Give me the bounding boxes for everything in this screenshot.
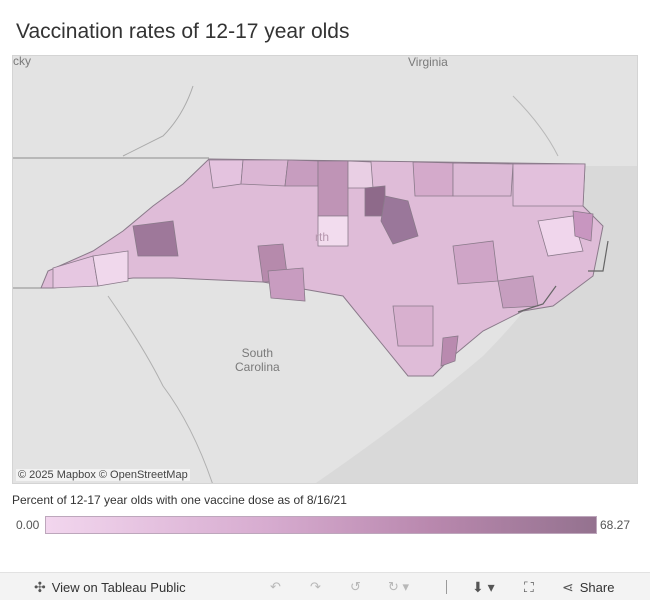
revert-button[interactable]: ↺ [350,573,361,601]
river [512,95,559,157]
county-region[interactable] [440,335,459,367]
undo-icon: ↶ [270,579,281,594]
refresh-button[interactable]: ↻ ▾ [388,573,409,601]
map-label-north-carolina: rth [315,230,330,244]
county-region[interactable] [380,195,419,245]
tableau-icon: ✣ [34,578,46,595]
page-title: Vaccination rates of 12-17 year olds [16,20,350,43]
tableau-toolbar: ✣ View on Tableau Public ↶ ↷ ↺ ↻ ▾ ⬇ ▾ ⛶… [0,572,650,600]
state-boundary [107,295,213,483]
share-button[interactable]: ⋖ Share [562,573,614,601]
county-region[interactable] [284,159,319,187]
redo-button[interactable]: ↷ [310,573,321,601]
county-region[interactable] [92,250,129,287]
share-icon: ⋖ [562,578,574,595]
county-region[interactable] [392,305,434,347]
county-region[interactable] [537,215,584,257]
county-region[interactable] [452,240,499,285]
map[interactable]: cky Virginia rth South Carolina © 2025 M… [12,55,638,484]
fullscreen-button[interactable]: ⛶ [524,573,534,601]
outer-banks [588,240,609,272]
toolbar-divider [446,580,447,594]
view-on-tableau-link[interactable]: ✣ View on Tableau Public [34,573,186,601]
county-region[interactable] [497,275,539,309]
download-button[interactable]: ⬇ ▾ [472,573,495,601]
county-region[interactable] [364,185,386,217]
county-region[interactable] [412,161,454,197]
map-label-kentucky: cky [13,55,31,68]
county-region[interactable] [240,159,289,187]
undo-button[interactable]: ↶ [270,573,281,601]
download-icon: ⬇ ▾ [472,578,495,595]
legend-max-value: 68.27 [600,518,631,532]
county-region[interactable] [267,267,306,302]
legend-title: Percent of 12-17 year olds with one vacc… [12,493,347,507]
share-label: Share [579,579,615,595]
north-carolina-region[interactable] [40,158,604,377]
county-region[interactable] [132,220,179,257]
color-scale-bar [45,516,597,534]
county-region[interactable] [572,210,594,242]
redo-icon: ↷ [310,579,321,594]
county-region[interactable] [208,159,244,189]
county-region[interactable] [452,162,514,197]
legend-min-value: 0.00 [16,518,40,532]
outer-banks [517,285,557,313]
map-label-south-carolina: South Carolina [235,346,280,374]
map-canvas[interactable] [13,56,638,484]
county-region[interactable] [347,160,374,189]
view-on-tableau-label: View on Tableau Public [51,579,186,595]
ocean-area [315,166,637,483]
state-boundary [122,85,194,157]
county-region[interactable] [317,160,349,217]
map-credits[interactable]: © 2025 Mapbox © OpenStreetMap [16,469,190,481]
map-label-virginia: Virginia [408,55,448,69]
fullscreen-icon: ⛶ [524,578,534,595]
county-region[interactable] [317,215,349,247]
refresh-icon: ↻ ▾ [388,579,410,594]
county-region[interactable] [512,163,586,207]
revert-icon: ↺ [350,579,361,594]
